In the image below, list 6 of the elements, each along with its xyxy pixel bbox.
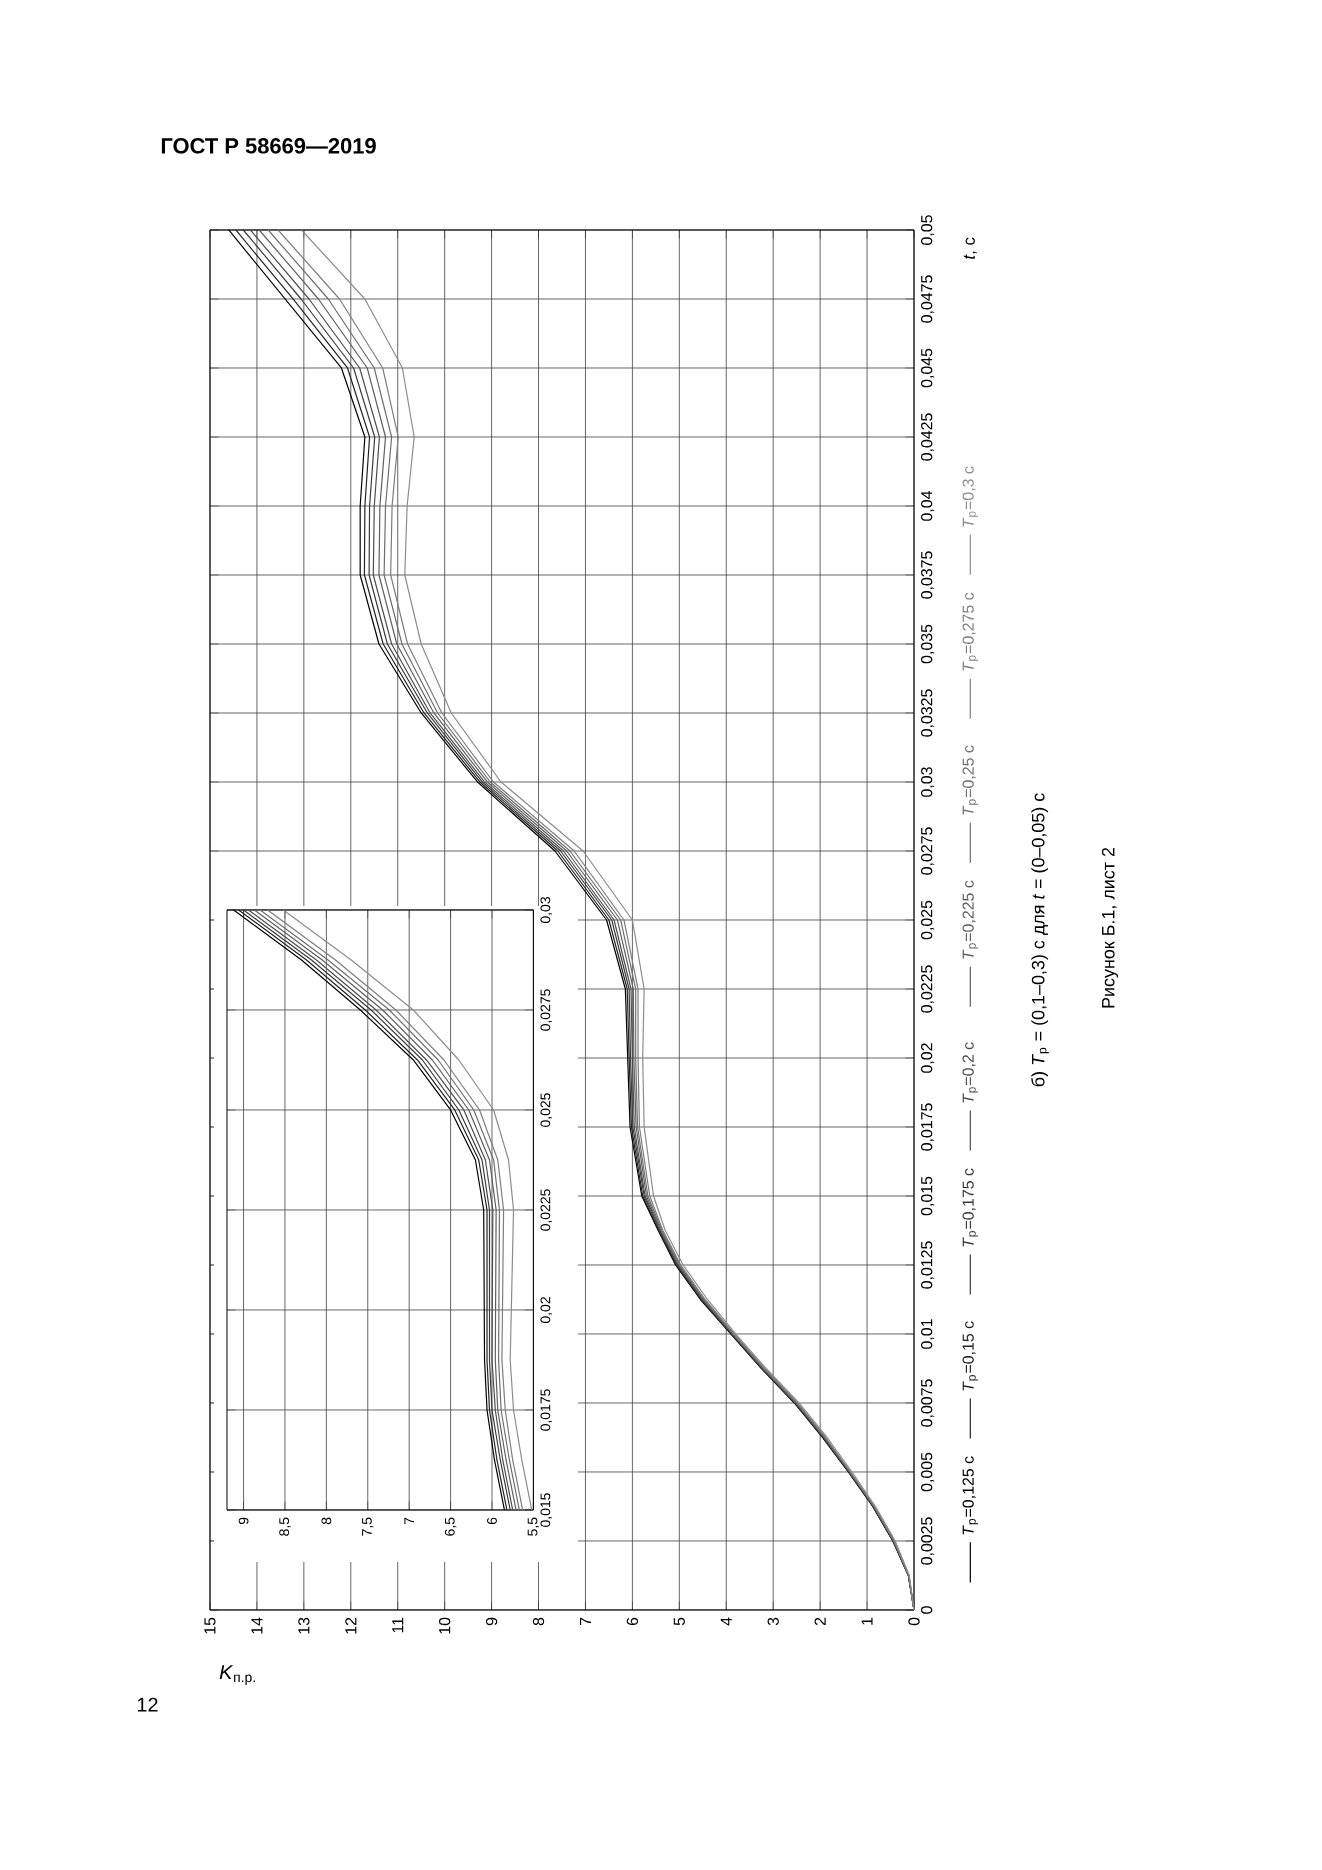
- text: Рисунок Б.1, лист 2: [1101, 847, 1119, 1008]
- x-axis-title: K$_{п.р.}$: [219, 1665, 255, 1685]
- text: 12: [137, 1697, 158, 1712]
- text: б) T$_{р}$ = (0,1–0,3) с для t = (0–0,05) с: [1031, 793, 1049, 1087]
- y-axis-title: t, с: [963, 237, 977, 259]
- text: ГОСТ Р 58669—2019: [161, 138, 376, 154]
